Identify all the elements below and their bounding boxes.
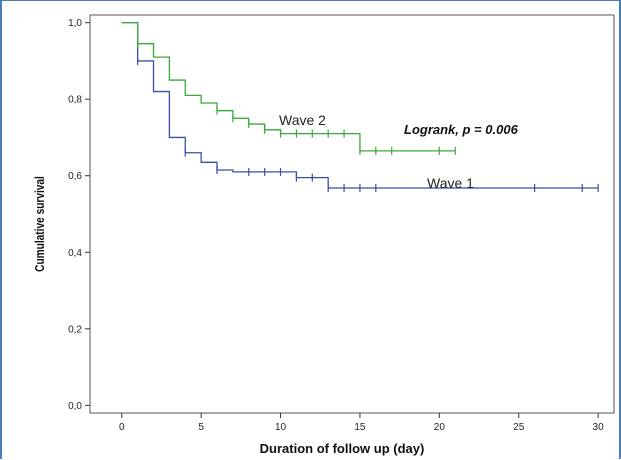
series-label-wave-1: Wave 1 [427, 175, 474, 191]
y-tick-label: 0,6 [68, 171, 82, 182]
series-label-wave-2: Wave 2 [279, 112, 326, 128]
survival-curve-wave-1 [121, 22, 599, 189]
x-axis: 0 5 10 15 20 25 30 [119, 413, 604, 433]
y-tick-label: 0,2 [68, 324, 82, 335]
x-axis-title: Duration of follow up (day) [260, 441, 425, 456]
logrank-annotation: Logrank, p = 0.006 [404, 122, 519, 137]
y-tick-label: 1,0 [68, 18, 82, 29]
series-layer [121, 22, 599, 192]
plot-area [89, 14, 615, 414]
x-tick-label: 20 [434, 422, 446, 433]
x-tick-label: 25 [513, 422, 525, 433]
x-tick-label: 5 [198, 422, 204, 433]
x-tick-label: 15 [354, 422, 366, 433]
plot-border [89, 14, 615, 414]
x-tick-label: 30 [593, 422, 605, 433]
y-axis-title: Cumulative survival [33, 176, 47, 272]
y-tick-label: 0,4 [68, 248, 82, 259]
y-tick-label: 0,8 [68, 95, 82, 106]
x-tick-label: 10 [275, 422, 287, 433]
y-axis: 0,0 0,2 0,4 0,6 0,8 1,0 [68, 18, 90, 412]
x-tick-label: 0 [119, 422, 125, 433]
y-tick-label: 0,0 [68, 401, 82, 412]
